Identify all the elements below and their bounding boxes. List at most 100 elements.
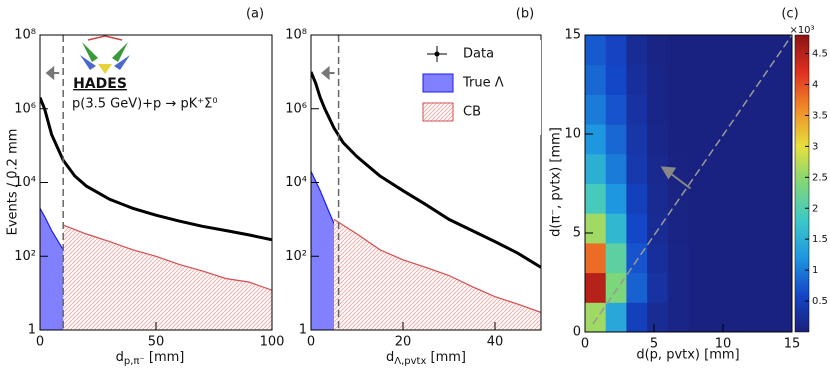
y-tick-label: 1 — [28, 323, 36, 338]
plot-area — [40, 97, 272, 330]
heat-cell — [647, 64, 669, 95]
heat-cell — [729, 153, 752, 184]
x-tick-label: 0 — [581, 337, 589, 352]
y-tick-label: 10² — [14, 249, 36, 264]
colorbar-tick-label: 2 — [812, 203, 818, 214]
heat-cell — [667, 64, 689, 95]
heat-cell — [688, 35, 710, 66]
heat-cell — [647, 302, 669, 333]
x-tick-label: 100 — [260, 335, 285, 350]
heat-cell — [605, 64, 627, 95]
heat-cell — [667, 94, 689, 125]
heat-cell — [750, 272, 772, 303]
legend-label: CB — [463, 105, 481, 120]
heat-cell — [647, 124, 669, 155]
heat-cell — [729, 183, 752, 214]
colorbar-tick-label: 2.5 — [812, 172, 828, 183]
heat-cell — [688, 94, 710, 125]
colorbar-scale: ×10³ — [789, 25, 814, 36]
heat-cell — [626, 272, 648, 303]
heat-cell — [688, 213, 710, 244]
x-tick-label: 15 — [784, 337, 801, 352]
heat-cell — [647, 272, 669, 303]
heat-cell — [667, 124, 689, 155]
y-tick-label: 5 — [573, 226, 581, 241]
heat-cell — [626, 124, 648, 155]
heat-cell — [688, 124, 710, 155]
panel-label: (a) — [246, 7, 264, 22]
heat-cell — [585, 153, 607, 184]
heat-cell — [585, 64, 607, 95]
y-tick-label: 10⁸ — [14, 28, 36, 43]
heat-cell — [771, 64, 793, 95]
heat-cell — [771, 153, 793, 184]
series-line — [311, 71, 541, 269]
heat-cell — [605, 272, 627, 303]
annotation: p(3.5 GeV)+p → pK⁺Σ⁰ — [72, 97, 218, 112]
legend-marker — [422, 102, 454, 122]
heat-cell — [688, 242, 710, 274]
colorbar-tick-label: 1 — [812, 265, 818, 276]
heat-cell — [605, 124, 627, 155]
heat-cell — [605, 183, 627, 214]
heat-cell — [729, 242, 752, 274]
cut-arrow — [660, 166, 692, 190]
x-tick-label: 10 — [715, 337, 732, 352]
heat-cell — [605, 94, 627, 125]
heat-cell — [750, 94, 772, 125]
heat-cell — [729, 302, 752, 333]
heat-cell — [771, 242, 793, 274]
heat-cell — [750, 242, 772, 274]
heat-cell — [667, 242, 689, 274]
heat-cell — [709, 94, 731, 125]
heat-cell — [585, 35, 607, 66]
heat-cell — [709, 153, 731, 184]
panel-label: (b) — [516, 7, 534, 22]
heat-cell — [771, 272, 793, 303]
heat-cell — [626, 153, 648, 184]
heat-cell — [688, 302, 710, 333]
series-line — [333, 218, 541, 313]
heat-cell — [750, 183, 772, 214]
y-tick-label: 15 — [564, 28, 581, 43]
heat-cell — [647, 242, 669, 274]
colorbar-tick-label: 0.5 — [812, 296, 828, 307]
heat-cell — [709, 35, 731, 66]
heat-cell — [626, 35, 648, 66]
cut-arrow — [45, 65, 60, 81]
heat-cell — [750, 213, 772, 244]
heat-cell — [729, 272, 752, 303]
heat-cell — [709, 183, 731, 214]
plot-area — [311, 71, 541, 330]
y-axis-label: d(π⁻, pvtx) [mm] — [549, 127, 564, 237]
heat-cell — [771, 183, 793, 214]
heat-cell — [667, 35, 689, 66]
series-line — [62, 224, 272, 291]
heat-cell — [667, 183, 689, 214]
heat-cell — [585, 242, 607, 274]
heat-cell — [626, 64, 648, 95]
x-axis-label: dp,π⁻ [mm] — [116, 350, 185, 368]
heat-cell — [605, 35, 627, 66]
heat-cell — [750, 302, 772, 333]
area-fill — [334, 219, 541, 330]
colorbar-tick-label: 4.5 — [812, 49, 828, 60]
area-fill — [63, 225, 272, 330]
heat-cell — [585, 213, 607, 244]
y-tick-label: 0 — [573, 325, 581, 340]
heat-cell — [729, 213, 752, 244]
heat-cell — [771, 302, 793, 333]
heat-cell — [626, 302, 648, 333]
heat-cell — [709, 242, 731, 274]
heat-cell — [709, 272, 731, 303]
colorbar-tick-label: 3 — [812, 141, 818, 152]
heat-cell — [585, 272, 607, 303]
x-tick-label: 5 — [650, 337, 658, 352]
heat-cell — [605, 242, 627, 274]
heat-cell — [585, 124, 607, 155]
x-tick-label: 40 — [487, 335, 504, 350]
heat-cell — [585, 183, 607, 214]
x-tick-label: 20 — [395, 335, 412, 350]
logo-text: HADES — [73, 76, 127, 92]
